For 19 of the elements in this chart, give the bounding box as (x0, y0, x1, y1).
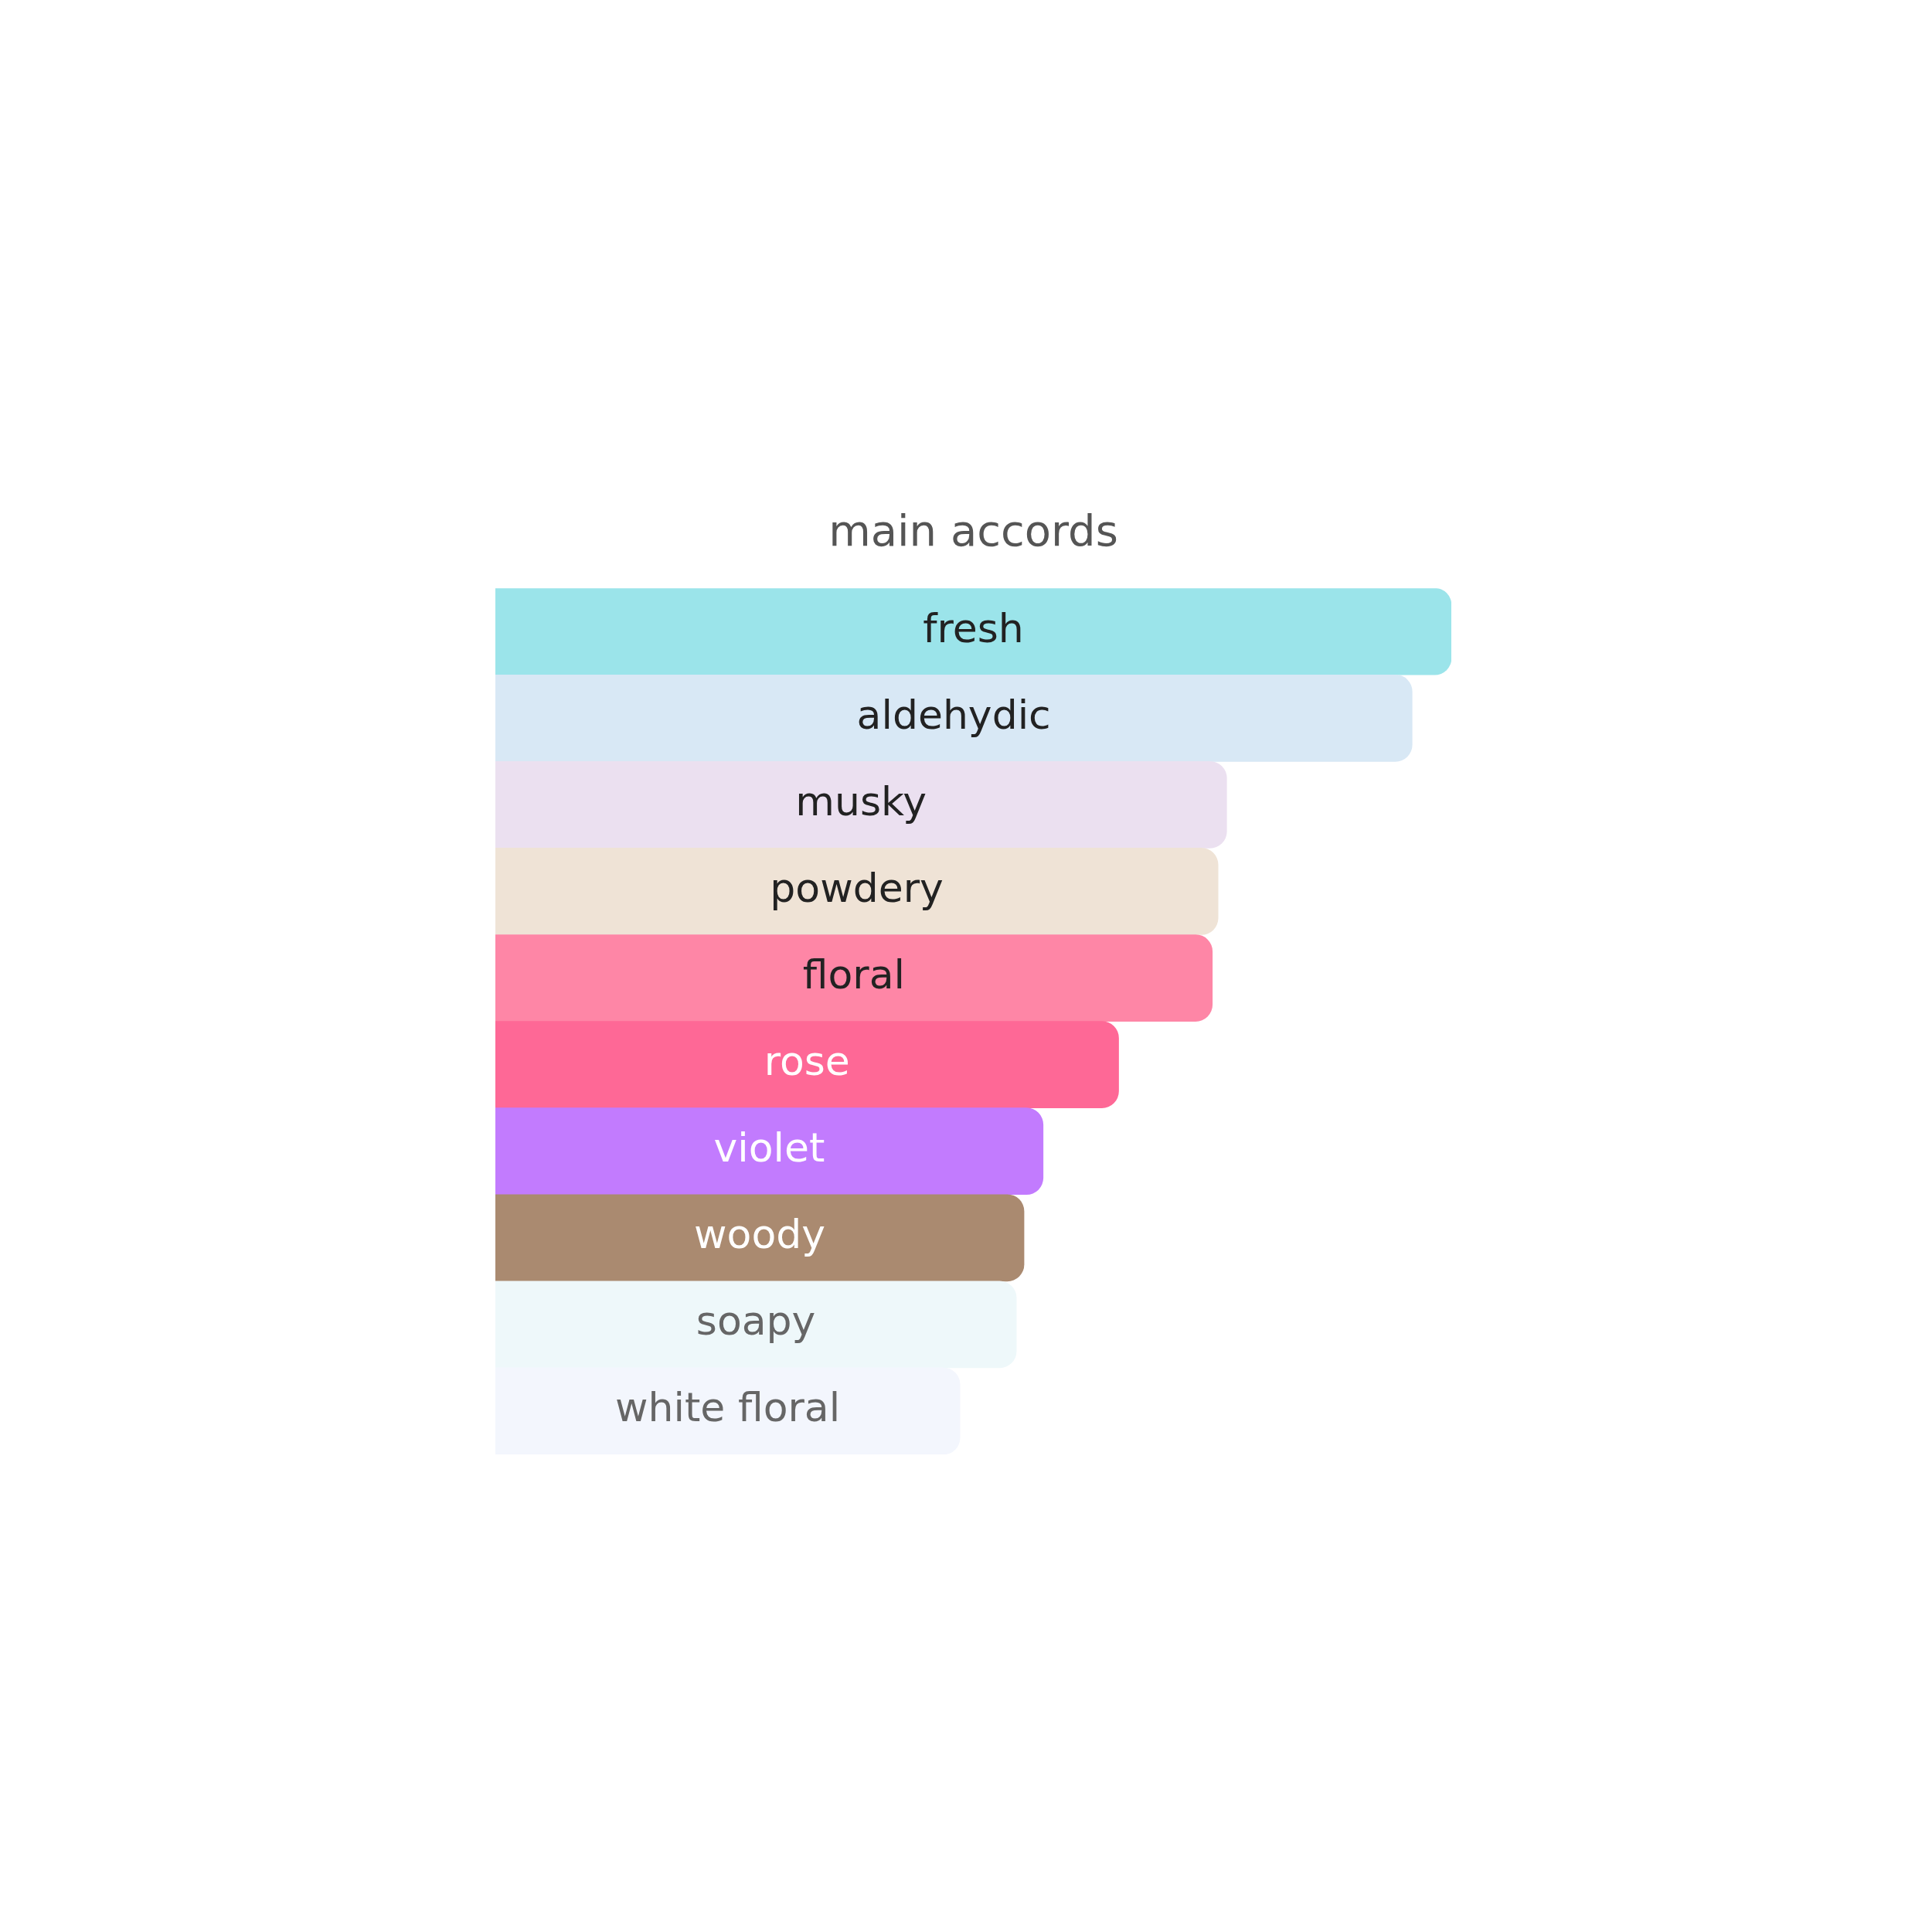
bar (495, 1107, 1044, 1196)
y-tick-label: woody (694, 1211, 826, 1258)
y-tick-label: powdery (770, 865, 944, 911)
y-tick-label: musky (795, 777, 927, 825)
y-tick-label: white floral (615, 1384, 841, 1431)
y-tick-label: rose (764, 1038, 850, 1085)
bar (495, 761, 1227, 849)
chart-title: main accords (828, 505, 1118, 556)
bar (495, 1021, 1119, 1109)
bar (495, 588, 1451, 675)
y-tick-label: violet (713, 1124, 825, 1172)
y-tick-label: fresh (923, 604, 1024, 651)
bar (495, 674, 1413, 762)
y-tick-label: floral (802, 951, 906, 998)
bar (495, 848, 1219, 935)
bar (495, 934, 1213, 1022)
y-tick-label: soapy (696, 1298, 816, 1345)
y-tick-label: aldehydic (856, 691, 1051, 738)
bar (495, 1194, 1025, 1282)
